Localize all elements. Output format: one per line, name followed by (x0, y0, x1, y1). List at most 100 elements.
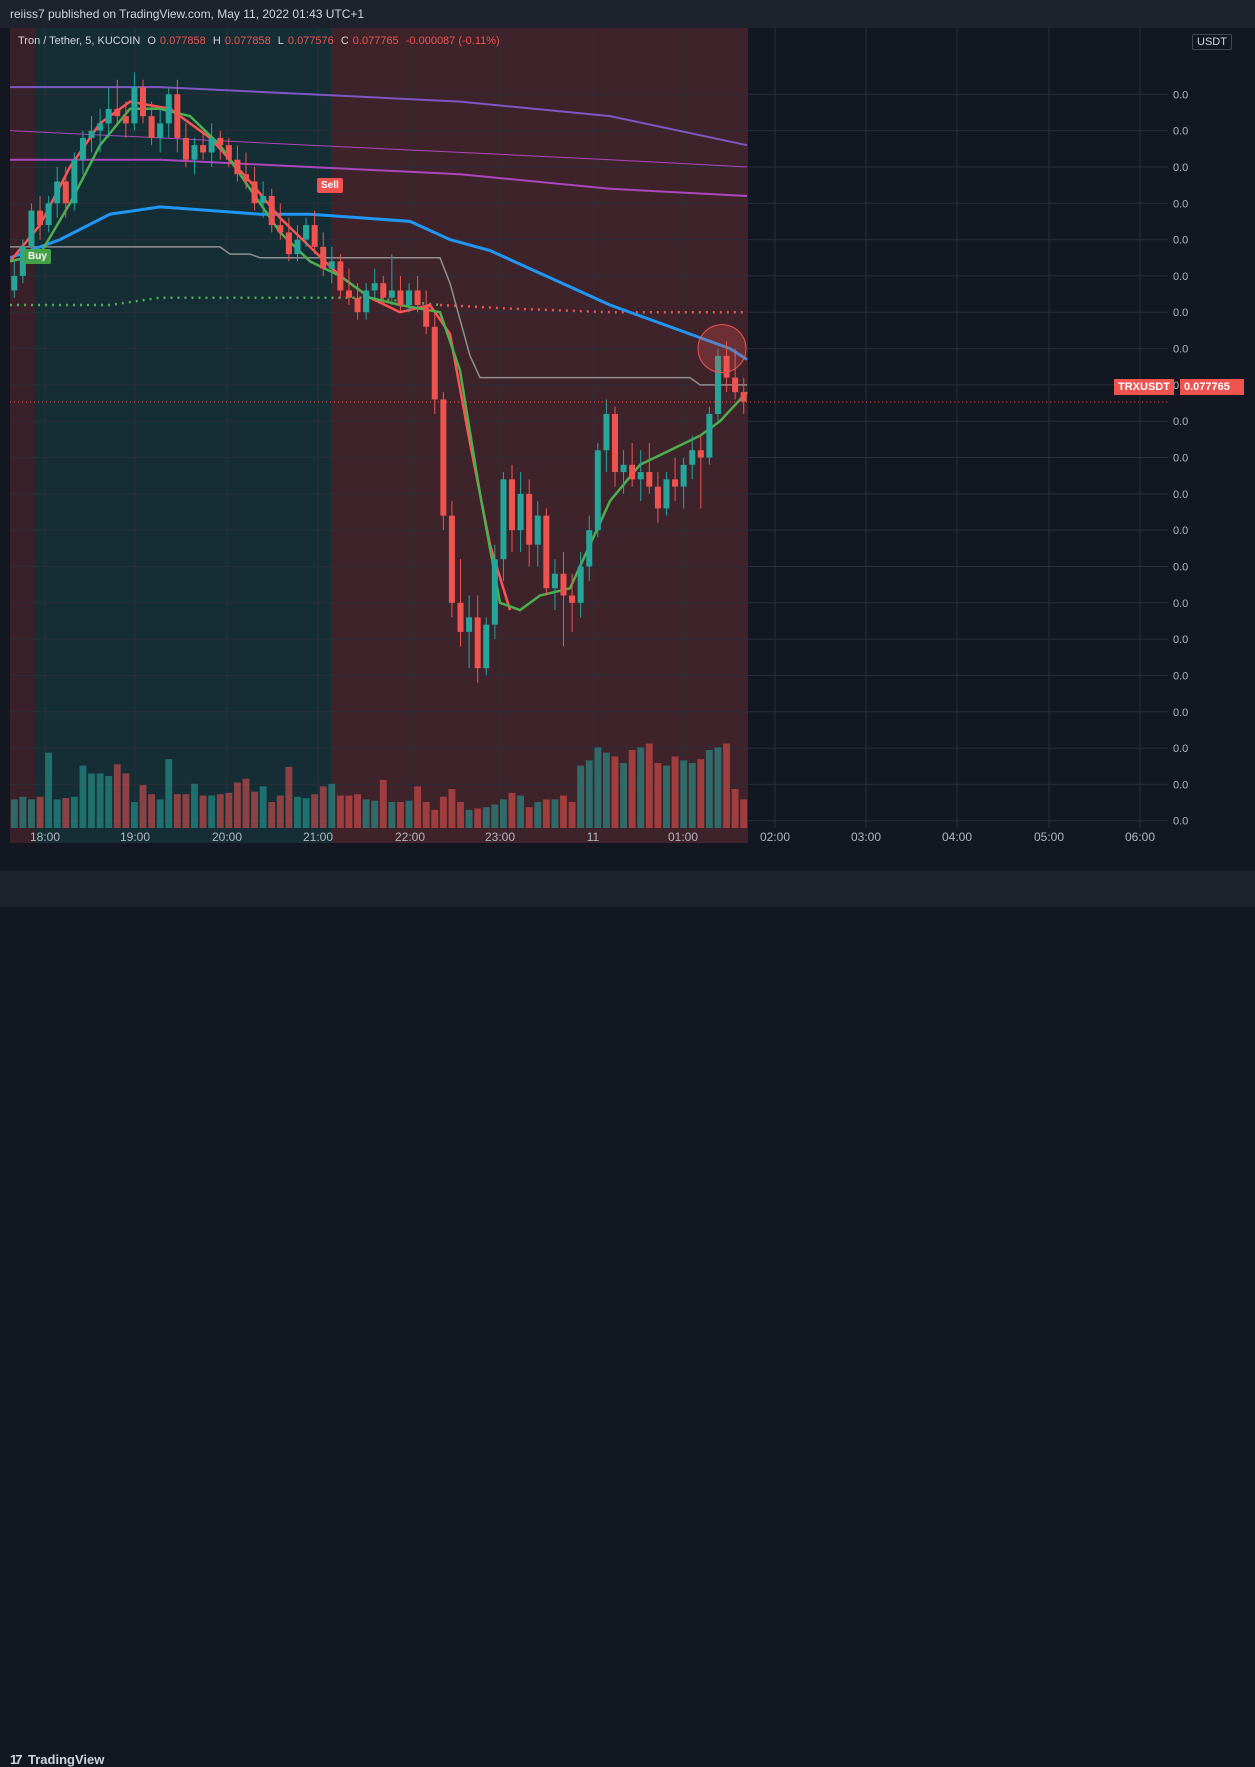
purple-ma-line (10, 130, 748, 168)
volume-bar (517, 795, 525, 828)
y-tick-label: 0.074000 (1173, 670, 1188, 682)
volume-bar (276, 795, 284, 828)
volume-bar (688, 763, 696, 828)
candle-body (28, 210, 35, 247)
candle-body (423, 304, 430, 327)
candle-body (311, 225, 318, 247)
x-tick-label: 05:00 (1034, 830, 1064, 843)
volume-bar (208, 795, 216, 828)
volume-bar (379, 779, 387, 828)
volume-bar (285, 766, 293, 828)
candle-body (646, 472, 653, 487)
y-tick-label: 0.078500 (1173, 344, 1188, 356)
volume-bar (397, 802, 404, 828)
y-tick-label: 0.079000 (1173, 307, 1188, 319)
legend-symbol: Tron / Tether, 5, KUCOIN (18, 35, 141, 47)
legend-low: 0.077576 (287, 35, 334, 47)
volume-bar (628, 750, 636, 828)
volume-bar (654, 763, 662, 828)
y-tick-label: 0.073500 (1173, 707, 1188, 719)
candle-body (157, 123, 164, 138)
candle-body (337, 261, 344, 291)
y-tick-label: 0.081000 (1173, 162, 1188, 174)
y-tick-label: 0.077000 (1173, 453, 1188, 465)
candle-body (388, 290, 395, 298)
candle-body (611, 413, 618, 473)
volume-bar (525, 807, 533, 828)
y-tick-label: 0.080000 (1173, 235, 1188, 247)
candle-body (732, 377, 739, 393)
chart-area[interactable]: 0.082000 0.081500 0.081000 0.080500 0.080000… (10, 28, 1188, 843)
candle-body (320, 246, 327, 269)
volume-bar (19, 796, 27, 828)
volume-bar (148, 794, 156, 828)
volume-bar (577, 765, 585, 828)
y-tick-label: 0.082000 (1173, 89, 1188, 101)
candle-body (37, 210, 44, 226)
price-chart[interactable]: 0.082000 0.081500 0.081000 0.080500 0.080000… (10, 28, 1188, 843)
volume-bar (474, 808, 482, 828)
legend-change: -0.000087 (-0.11%) (405, 35, 500, 47)
x-tick-label: 03:00 (851, 830, 881, 843)
y-tick-label: 0.075500 (1173, 561, 1188, 573)
legend-h-label: H (212, 35, 221, 47)
tradingview-logo[interactable]: 17 TradingView (10, 1752, 104, 1767)
volume-bar (388, 802, 396, 828)
currency-button[interactable]: USDT (1192, 34, 1232, 50)
volume-bar (345, 795, 353, 828)
chart-legend: Tron / Tether, 5, KUCOIN O 0.077858 H 0.07… (18, 35, 504, 47)
volume-bar (457, 802, 464, 828)
volume-bar (225, 792, 233, 828)
candle-body (71, 159, 78, 204)
candle-body (79, 137, 86, 160)
y-tick-label: 0.072000 (1173, 816, 1188, 828)
y-tick-label: 0.075000 (1173, 598, 1188, 610)
volume-bar (62, 798, 70, 828)
candle-body (105, 108, 112, 124)
candle-body (165, 94, 172, 124)
y-tick-label: 0.073000 (1173, 743, 1188, 755)
volume-bar (216, 794, 224, 828)
volume-bar (28, 799, 35, 828)
candle-body (654, 486, 661, 509)
candle-body (697, 450, 704, 458)
candle-body (174, 94, 181, 138)
zone-sell-left (10, 28, 35, 843)
candle-body (11, 275, 18, 291)
x-tick-label: 19:00 (120, 830, 150, 843)
candle-body (294, 239, 301, 255)
volume-bar (79, 765, 87, 828)
candle-body (303, 225, 310, 240)
volume-bar (508, 792, 516, 828)
volume-bar (173, 794, 181, 828)
volume-bar (499, 799, 507, 828)
candle-body (448, 515, 455, 603)
candle-body (242, 174, 249, 182)
sell-signal: Sell (317, 178, 343, 193)
volume-bar (251, 791, 259, 828)
volume-bar (96, 773, 104, 828)
candle-body (689, 450, 696, 465)
candle-body (148, 116, 155, 138)
volume-bar (294, 796, 301, 828)
volume-bar (431, 809, 439, 828)
candle-body (663, 479, 670, 509)
footer-bar: 17 TradingView (0, 871, 1255, 1767)
candle-body (414, 290, 421, 305)
x-tick-label: 11 (587, 830, 600, 843)
volume-bar (663, 765, 670, 828)
candle-body (371, 283, 378, 291)
volume-bar (354, 794, 361, 828)
volume-bar (122, 773, 130, 828)
volume-bar (680, 760, 688, 828)
candle-body (466, 617, 473, 632)
x-tick-label: 21:00 (303, 830, 333, 843)
candle-body (182, 137, 189, 160)
volume-bar (130, 802, 138, 828)
tradingview-brand: TradingView (28, 1752, 105, 1767)
candle-body (260, 196, 267, 204)
symbol-price-tag: TRXUSDT (1114, 379, 1174, 395)
volume-bar (362, 799, 370, 828)
candle-body (406, 290, 413, 305)
volume-bar (560, 795, 567, 828)
